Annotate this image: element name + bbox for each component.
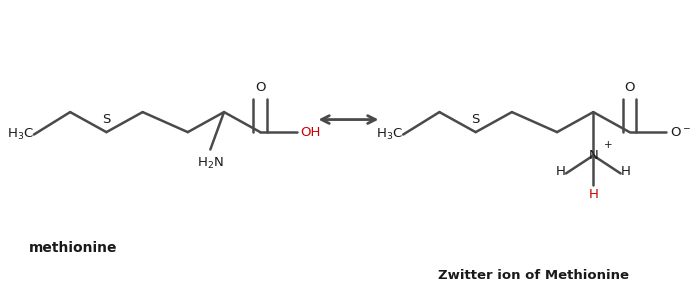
- Text: O: O: [255, 81, 265, 94]
- Text: N: N: [589, 149, 598, 162]
- Text: methionine: methionine: [29, 241, 117, 255]
- Text: O: O: [624, 81, 635, 94]
- Text: H$_2$N: H$_2$N: [197, 156, 224, 170]
- Text: H$_3$C: H$_3$C: [7, 127, 34, 142]
- Text: O$^-$: O$^-$: [670, 126, 691, 139]
- Text: H$_3$C: H$_3$C: [377, 127, 403, 142]
- Text: H: H: [621, 166, 631, 178]
- Text: OH: OH: [300, 126, 321, 139]
- Text: Zwitter ion of Methionine: Zwitter ion of Methionine: [438, 269, 629, 282]
- Text: +: +: [603, 139, 612, 149]
- Text: S: S: [102, 113, 111, 126]
- Text: H: H: [556, 166, 566, 178]
- Text: S: S: [472, 113, 480, 126]
- Text: H: H: [588, 188, 598, 201]
